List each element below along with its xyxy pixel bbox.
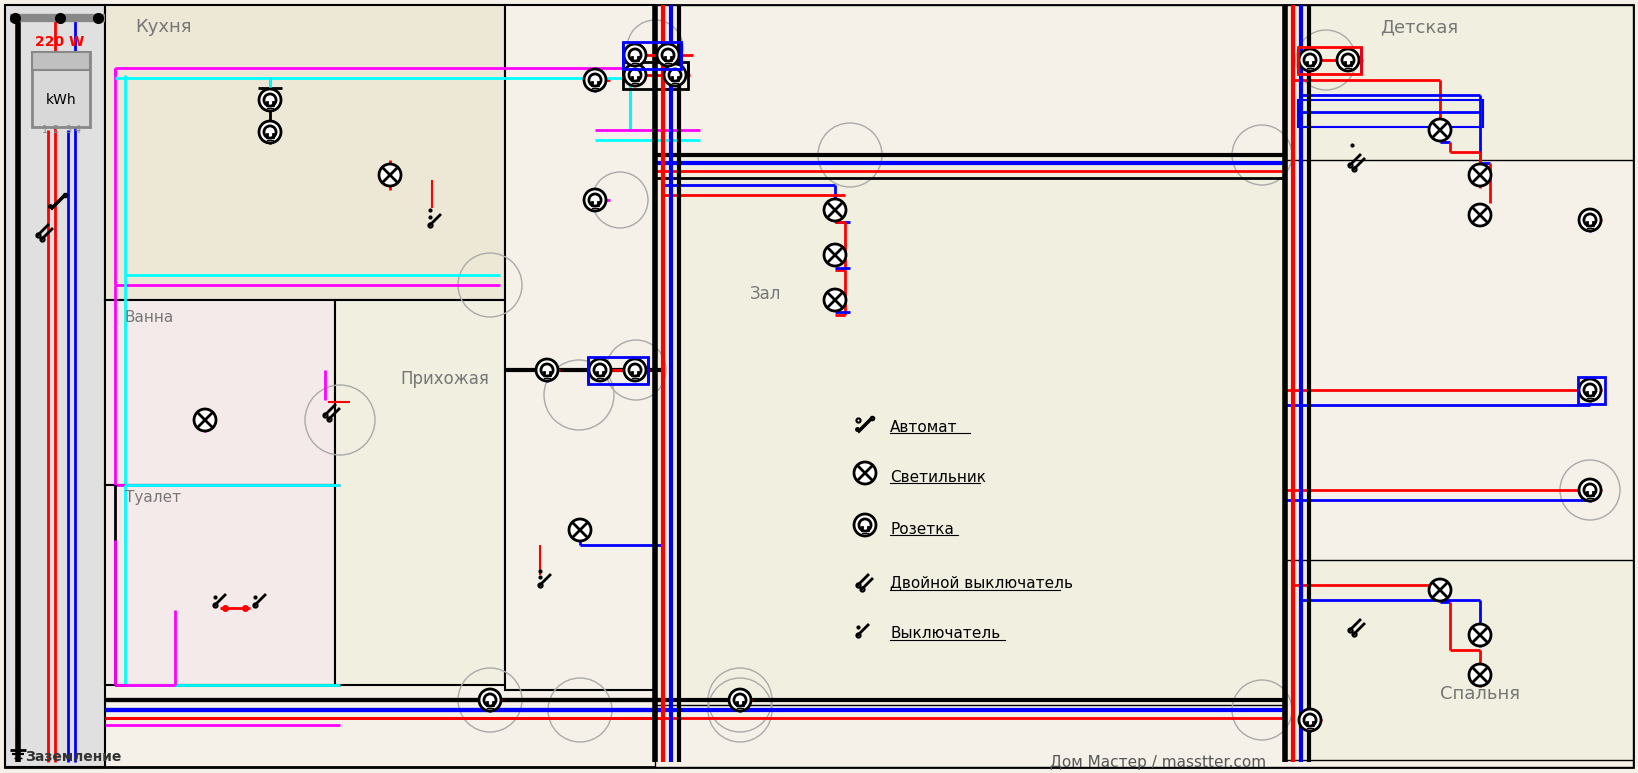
- Text: 2: 2: [52, 125, 59, 135]
- Circle shape: [1579, 209, 1600, 231]
- Bar: [105, 300, 336, 485]
- Text: Выключатель: Выключатель: [889, 625, 1001, 641]
- Circle shape: [663, 64, 686, 86]
- Circle shape: [1337, 49, 1360, 71]
- Text: Прихожая: Прихожая: [400, 370, 488, 388]
- Circle shape: [1469, 664, 1491, 686]
- Circle shape: [1579, 379, 1600, 401]
- Circle shape: [595, 364, 606, 376]
- Circle shape: [590, 194, 601, 206]
- Circle shape: [729, 689, 750, 711]
- Circle shape: [629, 49, 640, 61]
- Circle shape: [1299, 49, 1320, 71]
- Circle shape: [624, 64, 645, 86]
- Bar: [622, 62, 688, 89]
- Circle shape: [585, 189, 606, 211]
- Circle shape: [259, 89, 282, 111]
- Bar: [336, 300, 505, 685]
- Circle shape: [734, 694, 745, 706]
- Bar: [505, 5, 655, 690]
- Bar: [1297, 100, 1482, 127]
- Text: 1: 1: [43, 125, 48, 135]
- Bar: [1577, 377, 1605, 404]
- Text: Спальня: Спальня: [1440, 685, 1520, 703]
- Circle shape: [541, 364, 554, 376]
- Bar: [1284, 5, 1633, 160]
- Text: Розетка: Розетка: [889, 522, 953, 536]
- Circle shape: [657, 44, 680, 66]
- Circle shape: [1584, 214, 1595, 226]
- Text: Двойной выключатель: Двойной выключатель: [889, 576, 1073, 591]
- Circle shape: [590, 359, 611, 381]
- Bar: [105, 5, 505, 300]
- Circle shape: [585, 69, 606, 91]
- Bar: [655, 5, 1633, 767]
- Circle shape: [568, 519, 591, 541]
- Text: Светильник: Светильник: [889, 469, 986, 485]
- Circle shape: [853, 514, 876, 536]
- Text: Туалет: Туалет: [124, 490, 182, 505]
- Bar: [105, 485, 336, 685]
- Circle shape: [590, 74, 601, 86]
- Text: 4: 4: [75, 125, 82, 135]
- Circle shape: [264, 126, 277, 138]
- Circle shape: [1304, 714, 1315, 726]
- Circle shape: [629, 69, 640, 81]
- Circle shape: [1469, 624, 1491, 646]
- Circle shape: [858, 519, 871, 531]
- Text: Детская: Детская: [1379, 18, 1458, 36]
- Bar: [1284, 560, 1633, 760]
- Circle shape: [629, 364, 640, 376]
- Text: kWh: kWh: [46, 93, 77, 107]
- Circle shape: [1469, 204, 1491, 226]
- Bar: [33, 52, 90, 70]
- Bar: [622, 42, 681, 69]
- Text: Кухня: Кухня: [134, 18, 192, 36]
- Text: Зал: Зал: [750, 285, 781, 303]
- Circle shape: [483, 694, 496, 706]
- Circle shape: [824, 244, 845, 266]
- Circle shape: [378, 164, 401, 186]
- Text: Дом Мастер / masstter.com: Дом Мастер / masstter.com: [1050, 755, 1266, 770]
- Text: 3: 3: [66, 125, 70, 135]
- Circle shape: [1584, 384, 1595, 396]
- Circle shape: [1469, 164, 1491, 186]
- Circle shape: [1342, 54, 1355, 66]
- Text: Автомат: Автомат: [889, 420, 958, 434]
- Circle shape: [1428, 579, 1451, 601]
- Circle shape: [824, 289, 845, 311]
- Circle shape: [478, 689, 501, 711]
- Bar: [1297, 47, 1361, 74]
- Circle shape: [1304, 54, 1315, 66]
- Circle shape: [668, 69, 681, 81]
- Circle shape: [624, 359, 645, 381]
- Circle shape: [264, 94, 277, 106]
- Circle shape: [824, 199, 845, 221]
- Bar: [655, 155, 1284, 705]
- Circle shape: [193, 409, 216, 431]
- Text: Ванна: Ванна: [124, 310, 174, 325]
- Bar: [588, 357, 649, 384]
- Circle shape: [1584, 484, 1595, 496]
- Bar: [33, 52, 90, 127]
- Circle shape: [536, 359, 559, 381]
- Text: 220 W: 220 W: [34, 35, 84, 49]
- Circle shape: [1299, 709, 1320, 731]
- Circle shape: [624, 44, 645, 66]
- Circle shape: [853, 462, 876, 484]
- Circle shape: [662, 49, 675, 61]
- Circle shape: [1579, 479, 1600, 501]
- Circle shape: [1428, 119, 1451, 141]
- Bar: [5, 5, 105, 767]
- Circle shape: [259, 121, 282, 143]
- Text: Заземление: Заземление: [25, 750, 121, 764]
